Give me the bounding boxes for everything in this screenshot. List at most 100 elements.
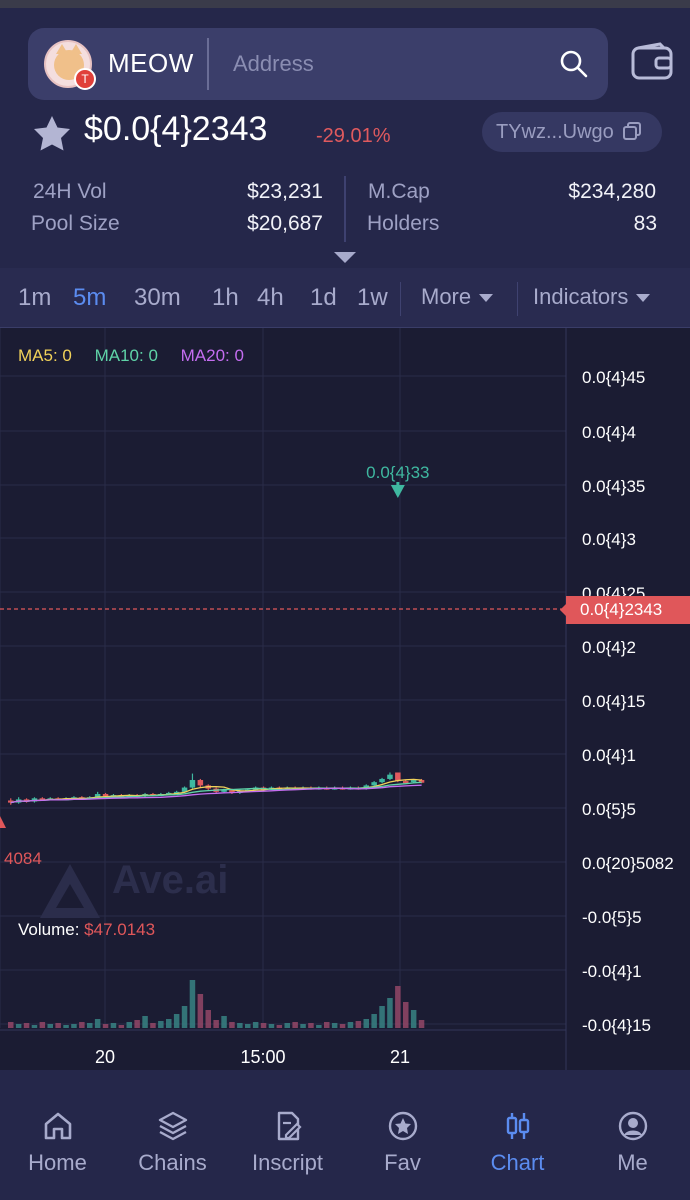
copy-icon[interactable]	[622, 121, 642, 141]
nav-chart-label: Chart	[490, 1150, 545, 1175]
y-tick-label: -0.0{4}15	[582, 1016, 651, 1035]
high-arrow-icon	[390, 485, 405, 498]
search-icon[interactable]	[558, 48, 590, 80]
wallet-icon[interactable]	[630, 42, 674, 82]
tf-1w[interactable]: 1w	[357, 284, 388, 311]
volume-bar	[118, 1025, 125, 1028]
tf-separator	[400, 282, 401, 316]
more-dropdown[interactable]: More	[421, 284, 494, 310]
volume-bar	[79, 1022, 85, 1028]
ma20-line	[10, 784, 422, 804]
nav-me-label: Me	[617, 1150, 648, 1175]
candlestick-chart[interactable]: 0.0{4}45 0.0{4}4 0.0{4}35 0.0{4}3 0.0{4}25 0.…	[0, 328, 690, 1070]
candles-icon	[506, 1113, 530, 1139]
nav-chart[interactable]: Chart	[460, 1092, 575, 1200]
cat-logo-icon	[54, 44, 84, 80]
user-icon	[618, 1111, 648, 1141]
vol-value: $23,231	[247, 180, 323, 203]
y-tick-label: 0.0{4}15	[582, 692, 645, 711]
y-tick-label: 0.0{4}4	[582, 423, 636, 442]
candle-body	[23, 799, 30, 802]
indicators-label: Indicators	[533, 284, 629, 309]
candle-body	[229, 789, 235, 793]
volume-bar	[387, 998, 393, 1028]
volume-label: Volume:	[18, 920, 80, 939]
volume-bar	[134, 1020, 140, 1028]
volume-bar	[47, 1024, 53, 1028]
volume-bar	[31, 1025, 38, 1028]
nav-home[interactable]: Home	[0, 1092, 115, 1200]
volume-bar	[63, 1025, 69, 1028]
edit-doc-icon	[277, 1111, 302, 1141]
volume-bar	[197, 994, 204, 1028]
volume-bar	[339, 1024, 346, 1028]
candle-body	[221, 789, 227, 792]
volume-bar	[8, 1022, 14, 1028]
volume-bar	[395, 986, 401, 1028]
holders-value: 83	[633, 212, 657, 235]
favorite-star-icon[interactable]	[30, 113, 74, 153]
short-address: TYwz...Uwgo	[496, 121, 614, 143]
indicators-dropdown[interactable]: Indicators	[533, 284, 651, 310]
price-tag-notch	[560, 604, 566, 616]
volume-bar	[268, 1024, 275, 1028]
timeframe-bar: 1m 5m 30m 1h 4h 1d 1w More Indicators	[0, 268, 690, 328]
volume-bar	[205, 1010, 211, 1028]
volume-bar	[245, 1024, 251, 1028]
volume-bar	[292, 1022, 298, 1028]
nav-fav[interactable]: Fav	[345, 1092, 460, 1200]
expand-chevron-icon[interactable]	[334, 252, 356, 263]
volume-bar	[221, 1016, 227, 1028]
ave-logo-icon	[40, 864, 100, 918]
y-tick-label: 0.0{5}5	[582, 800, 636, 819]
volume-bar	[102, 1024, 109, 1028]
volume-bar	[237, 1023, 243, 1028]
volume-bar	[55, 1023, 61, 1028]
tf-30m[interactable]: 30m	[134, 284, 181, 311]
address-chip[interactable]: TYwz...Uwgo	[482, 112, 662, 152]
volume-bar	[126, 1022, 132, 1028]
indicators-caret-icon	[636, 294, 651, 303]
volume-bar	[331, 1023, 338, 1028]
address-search-input[interactable]	[233, 44, 533, 84]
volume-bar	[371, 1014, 377, 1028]
volume-bar	[94, 1019, 101, 1028]
x-tick-label: 21	[390, 1047, 410, 1067]
volume-bar	[363, 1019, 369, 1028]
price-change: -29.01%	[316, 125, 391, 147]
volume-bar	[355, 1021, 362, 1028]
volume-bar	[166, 1019, 172, 1028]
nav-inscript[interactable]: Inscript	[230, 1092, 345, 1200]
candle-body	[379, 778, 385, 783]
y-tick-label: -0.0{5}5	[582, 908, 642, 927]
star-badge-icon	[388, 1111, 418, 1141]
candle-body	[189, 780, 196, 788]
y-tick-label: 0.0{4}35	[582, 477, 645, 496]
tf-4h[interactable]: 4h	[257, 284, 284, 311]
volume-bar	[173, 1014, 180, 1028]
tf-1d[interactable]: 1d	[310, 284, 337, 311]
volume-bar	[150, 1023, 156, 1028]
search-divider	[207, 38, 209, 90]
nav-chains[interactable]: Chains	[115, 1092, 230, 1200]
candle-body	[387, 774, 393, 779]
more-caret-icon	[479, 294, 494, 303]
stats-divider	[344, 176, 346, 242]
ma20-label: MA20: 0	[180, 346, 244, 365]
nav-home-label: Home	[28, 1150, 87, 1175]
volume-bar	[39, 1022, 46, 1028]
chart-canvas[interactable]: 0.0{4}450.0{4}40.0{4}350.0{4}30.0{4}250.…	[0, 328, 690, 1070]
tf-1h[interactable]: 1h	[212, 284, 239, 311]
volume-bar	[181, 1006, 188, 1028]
volume-bar	[23, 1023, 30, 1028]
tf-5m[interactable]: 5m	[73, 284, 107, 311]
volume-bar	[403, 1002, 409, 1028]
token-name[interactable]: MEOW	[108, 48, 194, 78]
volume-bar	[252, 1022, 259, 1028]
nav-me[interactable]: Me	[575, 1092, 690, 1200]
candle-body	[94, 794, 101, 798]
tf-1m[interactable]: 1m	[18, 284, 52, 311]
y-tick-label: 0.0{4}3	[582, 530, 636, 549]
x-tick-label: 20	[95, 1047, 115, 1067]
token-avatar[interactable]: T	[44, 40, 96, 90]
